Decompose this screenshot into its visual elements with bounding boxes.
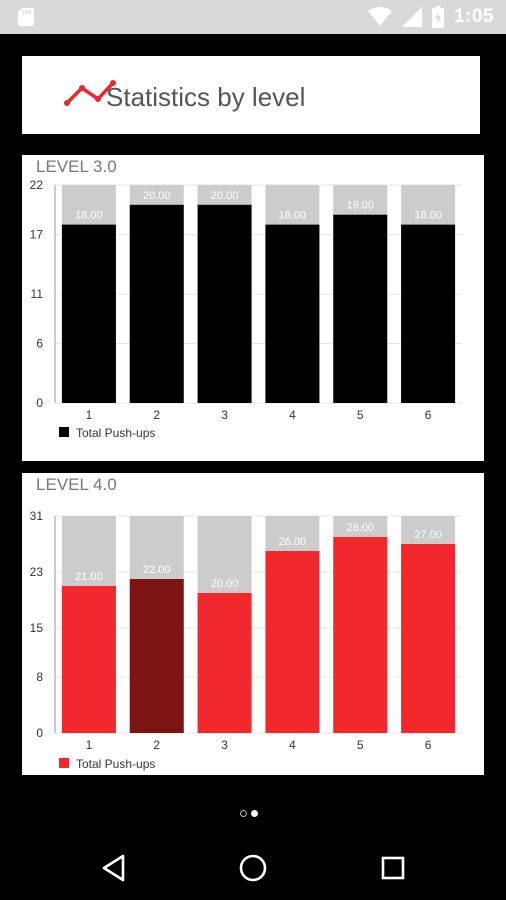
x-tick-label: 5 (357, 408, 364, 422)
trend-line-icon (64, 80, 116, 106)
navigation-bar (0, 834, 506, 900)
bar-value-label: 18.00 (75, 210, 103, 222)
bar (333, 214, 388, 403)
legend-label: Total Push-ups (76, 426, 155, 440)
bar (197, 593, 252, 733)
y-tick-label: 11 (31, 287, 44, 301)
x-tick-label: 4 (289, 738, 296, 752)
x-tick-label: 4 (289, 408, 296, 422)
header-card: Statistics by level (22, 56, 480, 134)
bar (265, 224, 320, 403)
chart-level-label: LEVEL 3.0 (36, 157, 117, 176)
page-indicator (240, 810, 258, 817)
bar-value-label: 18.00 (414, 210, 442, 222)
bar-value-label: 21.00 (75, 571, 103, 583)
home-icon[interactable] (237, 852, 269, 884)
bar-value-label: 27.00 (414, 529, 442, 541)
bar (265, 551, 320, 733)
bar-value-label: 26.00 (279, 536, 307, 548)
x-tick-label: 3 (221, 408, 228, 422)
legend-swatch (59, 427, 69, 437)
x-tick-label: 2 (153, 408, 160, 422)
y-tick-label: 0 (36, 396, 43, 410)
x-tick-label: 6 (425, 738, 432, 752)
y-tick-label: 23 (30, 565, 44, 579)
bar-chart-level-3: 0 6 11 17 22 18.00 1 20.00 2 20.00 3 18.00 4 19.00 5 18… (30, 178, 462, 440)
bar-value-label: 22.00 (143, 564, 171, 576)
y-tick-label: 6 (36, 337, 43, 351)
status-bar: 1:05 (0, 0, 506, 34)
y-tick-label: 15 (30, 621, 44, 635)
y-tick-label: 17 (30, 228, 44, 242)
legend-swatch (59, 758, 69, 768)
bar-chart-level-4: 0 8 15 23 31 21.00 1 22.00 2 20.00 3 26.00 4 28.00 5 27… (30, 509, 462, 771)
x-tick-label: 5 (357, 738, 364, 752)
signal-icon (401, 7, 422, 27)
legend-label: Total Push-ups (76, 757, 155, 771)
bar (197, 204, 252, 403)
page-dot-inactive[interactable] (240, 810, 247, 817)
bar (333, 537, 388, 733)
bar (129, 204, 184, 403)
bar (61, 586, 116, 733)
y-tick-label: 0 (36, 726, 43, 740)
y-tick-label: 22 (30, 178, 44, 192)
bar (401, 544, 456, 733)
x-tick-label: 3 (221, 738, 228, 752)
wifi-icon (367, 7, 392, 26)
back-icon[interactable] (98, 852, 130, 884)
page-dot-active[interactable] (251, 810, 258, 817)
chart-card-level-3[interactable]: 0 6 11 17 22 18.00 1 20.00 2 20.00 3 18.00 4 19.00 5 18… (22, 155, 484, 461)
status-time: 1:05 (453, 6, 494, 27)
x-tick-label: 1 (86, 738, 93, 752)
bar (401, 224, 456, 403)
bar-value-label: 28.00 (346, 522, 374, 534)
bar-value-label: 20.00 (211, 578, 239, 590)
bar-value-label: 20.00 (143, 190, 171, 202)
recents-icon[interactable] (377, 852, 409, 884)
battery-charging-icon (431, 6, 444, 28)
bar (129, 579, 184, 733)
x-tick-label: 6 (425, 408, 432, 422)
bar-value-label: 18.00 (279, 210, 307, 222)
y-tick-label: 31 (30, 509, 44, 523)
bar-value-label: 20.00 (211, 190, 239, 202)
bar-value-label: 19.00 (346, 200, 374, 212)
page-title: Statistics by level (106, 82, 306, 112)
y-tick-label: 8 (36, 670, 43, 684)
bar (61, 224, 116, 403)
x-tick-label: 1 (86, 408, 93, 422)
chart-level-label: LEVEL 4.0 (36, 475, 117, 494)
chart-card-level-4[interactable]: 0 8 15 23 31 21.00 1 22.00 2 20.00 3 26.00 4 28.00 5 27… (22, 473, 484, 775)
x-tick-label: 2 (153, 738, 160, 752)
sd-card-icon (18, 8, 34, 26)
